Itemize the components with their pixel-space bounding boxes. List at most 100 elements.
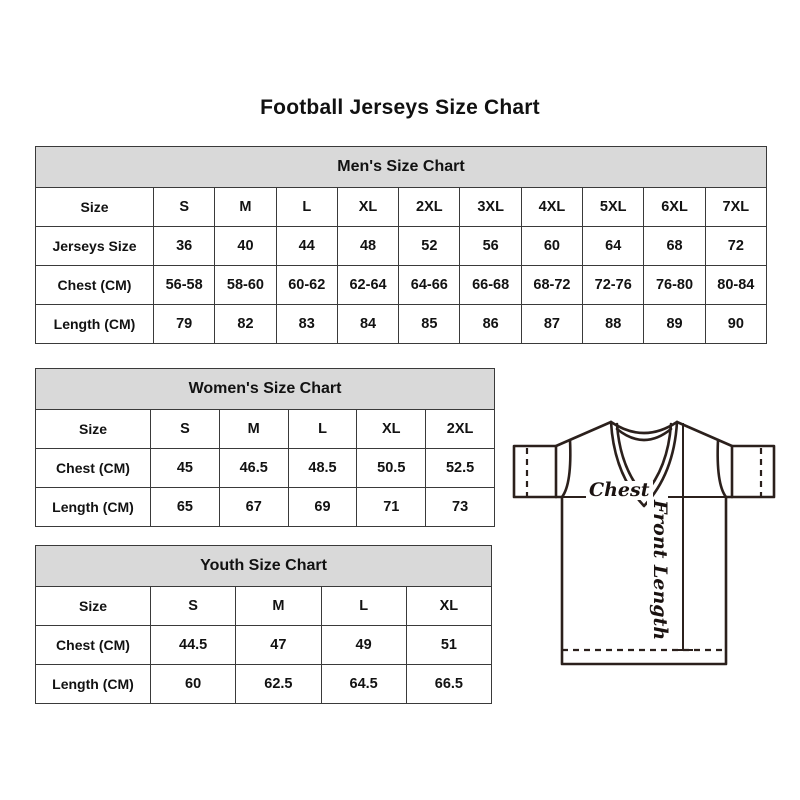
- table-cell: 90: [704, 304, 767, 344]
- table-cell: 36: [152, 226, 216, 266]
- table-cell: M: [218, 409, 289, 449]
- table-cell: 82: [214, 304, 277, 344]
- table-cell: 52: [398, 226, 461, 266]
- table-caption-row: Women's Size Chart: [34, 368, 496, 410]
- table-cell: XL: [356, 409, 427, 449]
- table-cell: S: [152, 187, 216, 227]
- table-cell: 5XL: [582, 187, 645, 227]
- table-cell: 62.5: [235, 664, 322, 704]
- table-cell: L: [275, 187, 338, 227]
- womens-chart-caption: Women's Size Chart: [34, 368, 496, 410]
- tshirt-measurement-diagram: [498, 396, 790, 688]
- table-cell: 83: [275, 304, 338, 344]
- table-cell: 87: [520, 304, 584, 344]
- table-row: Size S M L XL: [35, 586, 493, 626]
- table-cell: 7XL: [704, 187, 767, 227]
- row-label-size: Size: [35, 187, 154, 227]
- table-cell: 45: [150, 448, 220, 488]
- table-cell: 76-80: [643, 265, 706, 305]
- table-cell: 67: [218, 487, 289, 527]
- table-cell: 48.5: [287, 448, 358, 488]
- table-cell: 64-66: [398, 265, 461, 305]
- youth-size-chart-table: Youth Size Chart Size S M L XL Chest (CM…: [34, 545, 493, 704]
- table-cell: XL: [405, 586, 493, 626]
- table-cell: 47: [235, 625, 322, 665]
- table-cell: 86: [459, 304, 522, 344]
- table-cell: 72-76: [582, 265, 645, 305]
- table-cell: 56: [459, 226, 522, 266]
- chest-measurement-label: Chest: [586, 481, 653, 500]
- table-cell: 46.5: [218, 448, 289, 488]
- table-cell: 80-84: [704, 265, 767, 305]
- row-label-length: Length (CM): [35, 304, 154, 344]
- table-cell: 84: [336, 304, 400, 344]
- row-label-length: Length (CM): [35, 664, 151, 704]
- row-label-chest: Chest (CM): [35, 625, 151, 665]
- table-row: Size S M L XL 2XL: [35, 409, 496, 449]
- table-cell: 49: [320, 625, 407, 665]
- table-cell: 72: [704, 226, 767, 266]
- row-label-jerseys-size: Jerseys Size: [35, 226, 154, 266]
- table-cell: 58-60: [214, 265, 277, 305]
- page-title: Football Jerseys Size Chart: [260, 96, 540, 119]
- table-cell: 64: [582, 226, 645, 266]
- mens-size-chart-table: Men's Size Chart Size S M L XL 2XL 3XL 4…: [35, 146, 767, 344]
- table-cell: 85: [398, 304, 461, 344]
- womens-size-chart-table: Women's Size Chart Size S M L XL 2XL Che…: [34, 368, 496, 527]
- row-label-chest: Chest (CM): [35, 448, 151, 488]
- table-cell: XL: [336, 187, 400, 227]
- table-cell: L: [320, 586, 407, 626]
- youth-chart-caption: Youth Size Chart: [34, 545, 493, 587]
- table-cell: 48: [336, 226, 400, 266]
- row-label-chest: Chest (CM): [35, 265, 154, 305]
- table-cell: 65: [150, 487, 220, 527]
- table-caption-row: Men's Size Chart: [35, 146, 767, 188]
- front-length-measurement-label: Front Length: [647, 500, 672, 641]
- table-cell: 44.5: [149, 625, 237, 665]
- table-cell: 40: [214, 226, 277, 266]
- table-cell: 3XL: [459, 187, 522, 227]
- table-row: Length (CM) 60 62.5 64.5 66.5: [35, 664, 493, 704]
- table-cell: 62-64: [336, 265, 400, 305]
- table-cell: 89: [643, 304, 706, 344]
- table-cell: 50.5: [356, 448, 427, 488]
- table-cell: 66.5: [405, 664, 493, 704]
- table-row: Length (CM) 65 67 69 71 73: [35, 487, 496, 527]
- table-cell: 2XL: [425, 409, 496, 449]
- table-cell: S: [149, 586, 237, 626]
- table-cell: 4XL: [520, 187, 584, 227]
- table-caption-row: Youth Size Chart: [34, 545, 493, 587]
- table-cell: 79: [152, 304, 216, 344]
- table-row: Jerseys Size 36 40 44 48 52 56 60 64 68 …: [35, 226, 767, 266]
- table-cell: 64.5: [320, 664, 407, 704]
- table-cell: M: [235, 586, 322, 626]
- mens-chart-caption: Men's Size Chart: [35, 146, 767, 188]
- table-cell: S: [150, 409, 220, 449]
- table-cell: 69: [287, 487, 358, 527]
- table-row: Size S M L XL 2XL 3XL 4XL 5XL 6XL 7XL: [35, 187, 767, 227]
- table-cell: 60-62: [275, 265, 338, 305]
- table-row: Length (CM) 79 82 83 84 85 86 87 88 89 9…: [35, 304, 767, 344]
- table-cell: 51: [405, 625, 493, 665]
- row-label-size: Size: [35, 586, 151, 626]
- table-cell: 56-58: [152, 265, 216, 305]
- table-cell: 71: [356, 487, 427, 527]
- table-cell: 52.5: [425, 448, 496, 488]
- table-cell: 68-72: [520, 265, 584, 305]
- table-cell: 66-68: [459, 265, 522, 305]
- table-cell: 60: [149, 664, 237, 704]
- row-label-size: Size: [35, 409, 151, 449]
- table-row: Chest (CM) 45 46.5 48.5 50.5 52.5: [35, 448, 496, 488]
- table-cell: 2XL: [398, 187, 461, 227]
- table-cell: 68: [643, 226, 706, 266]
- table-cell: 6XL: [643, 187, 706, 227]
- table-cell: M: [214, 187, 277, 227]
- table-cell: 73: [425, 487, 496, 527]
- table-cell: 88: [582, 304, 645, 344]
- row-label-length: Length (CM): [35, 487, 151, 527]
- table-cell: L: [287, 409, 358, 449]
- table-row: Chest (CM) 56-58 58-60 60-62 62-64 64-66…: [35, 265, 767, 305]
- table-cell: 60: [520, 226, 584, 266]
- table-cell: 44: [275, 226, 338, 266]
- table-row: Chest (CM) 44.5 47 49 51: [35, 625, 493, 665]
